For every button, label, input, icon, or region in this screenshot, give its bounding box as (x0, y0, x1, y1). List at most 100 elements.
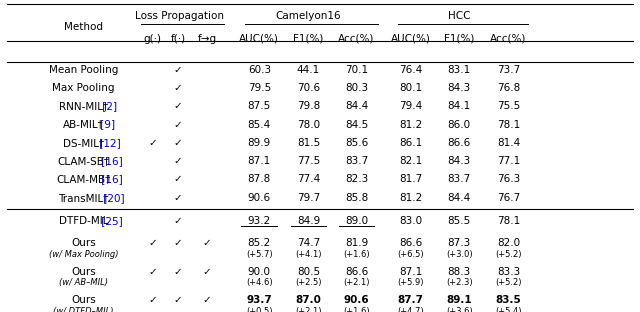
Text: g(·): g(·) (144, 34, 162, 44)
Text: 70.6: 70.6 (297, 83, 320, 93)
Text: 87.8: 87.8 (248, 174, 271, 184)
Text: 86.6: 86.6 (447, 138, 471, 148)
Text: Ours: Ours (71, 267, 96, 277)
Text: (+6.5): (+6.5) (397, 250, 424, 259)
Text: 81.9: 81.9 (345, 238, 368, 248)
Text: 85.5: 85.5 (447, 216, 471, 226)
Text: (+2.1): (+2.1) (295, 307, 322, 312)
Text: 82.0: 82.0 (497, 238, 520, 248)
Text: 87.5: 87.5 (248, 101, 271, 111)
Text: 70.1: 70.1 (345, 65, 368, 75)
Text: TransMIL†: TransMIL† (58, 193, 109, 203)
Text: ✓: ✓ (174, 238, 182, 248)
Text: 81.2: 81.2 (399, 119, 422, 129)
Text: 60.3: 60.3 (248, 65, 271, 75)
Text: ✓: ✓ (148, 295, 157, 305)
Text: HCC: HCC (448, 11, 471, 21)
Text: [12]: [12] (96, 138, 120, 148)
Text: 83.7: 83.7 (345, 156, 368, 166)
Text: (+4.6): (+4.6) (246, 279, 273, 287)
Text: 82.3: 82.3 (345, 174, 368, 184)
Text: [2]: [2] (99, 101, 117, 111)
Text: Acc(%): Acc(%) (490, 34, 527, 44)
Text: ✓: ✓ (174, 156, 182, 166)
Text: ✓: ✓ (203, 238, 211, 248)
Text: 76.8: 76.8 (497, 83, 520, 93)
Text: 80.3: 80.3 (345, 83, 368, 93)
Text: 82.1: 82.1 (399, 156, 422, 166)
Text: (+5.2): (+5.2) (495, 250, 522, 259)
Text: 77.1: 77.1 (497, 156, 520, 166)
Text: 75.5: 75.5 (497, 101, 520, 111)
Text: CLAM-SB†: CLAM-SB† (58, 156, 109, 166)
Text: ✓: ✓ (174, 193, 182, 203)
Text: ✓: ✓ (174, 101, 182, 111)
Text: 83.5: 83.5 (495, 295, 521, 305)
Text: 80.1: 80.1 (399, 83, 422, 93)
Text: (+4.7): (+4.7) (397, 307, 424, 312)
Text: 86.6: 86.6 (345, 267, 368, 277)
Text: 87.7: 87.7 (397, 295, 424, 305)
Text: 76.3: 76.3 (497, 174, 520, 184)
Text: 81.4: 81.4 (497, 138, 520, 148)
Text: Method: Method (64, 22, 103, 32)
Text: ✓: ✓ (174, 216, 182, 226)
Text: 79.5: 79.5 (248, 83, 271, 93)
Text: (+5.9): (+5.9) (397, 279, 424, 287)
Text: 77.4: 77.4 (297, 174, 320, 184)
Text: 79.4: 79.4 (399, 101, 422, 111)
Text: ✓: ✓ (174, 83, 182, 93)
Text: AUC(%): AUC(%) (239, 34, 279, 44)
Text: 84.3: 84.3 (447, 156, 471, 166)
Text: f→g: f→g (197, 34, 216, 44)
Text: 81.7: 81.7 (399, 174, 422, 184)
Text: 76.7: 76.7 (497, 193, 520, 203)
Text: DS-MIL†: DS-MIL† (63, 138, 104, 148)
Text: ✓: ✓ (203, 267, 211, 277)
Text: 84.4: 84.4 (447, 193, 471, 203)
Text: ✓: ✓ (148, 267, 157, 277)
Text: 79.7: 79.7 (297, 193, 320, 203)
Text: 87.3: 87.3 (447, 238, 471, 248)
Text: (+5.7): (+5.7) (246, 250, 273, 259)
Text: (+4.1): (+4.1) (295, 250, 322, 259)
Text: Mean Pooling: Mean Pooling (49, 65, 118, 75)
Text: [9]: [9] (97, 119, 115, 129)
Text: 83.0: 83.0 (399, 216, 422, 226)
Text: Max Pooling: Max Pooling (52, 83, 115, 93)
Text: AB-MIL†: AB-MIL† (63, 119, 104, 129)
Text: (w/ Max Pooling): (w/ Max Pooling) (49, 250, 118, 259)
Text: F1(%): F1(%) (293, 34, 324, 44)
Text: (+2.1): (+2.1) (343, 279, 370, 287)
Text: 73.7: 73.7 (497, 65, 520, 75)
Text: 89.0: 89.0 (345, 216, 368, 226)
Text: (+2.5): (+2.5) (295, 279, 322, 287)
Text: 74.7: 74.7 (297, 238, 320, 248)
Text: 86.6: 86.6 (399, 238, 422, 248)
Text: (+5.4): (+5.4) (495, 307, 522, 312)
Text: Ours: Ours (71, 238, 96, 248)
Text: AUC(%): AUC(%) (391, 34, 431, 44)
Text: (w/ DTFD–MIL): (w/ DTFD–MIL) (54, 307, 114, 312)
Text: 85.8: 85.8 (345, 193, 368, 203)
Text: 87.0: 87.0 (296, 295, 321, 305)
Text: 90.6: 90.6 (248, 193, 271, 203)
Text: [16]: [16] (98, 156, 123, 166)
Text: 44.1: 44.1 (297, 65, 320, 75)
Text: ✓: ✓ (174, 138, 182, 148)
Text: ✓: ✓ (174, 65, 182, 75)
Text: RNN-MIL†: RNN-MIL† (59, 101, 108, 111)
Text: 86.1: 86.1 (399, 138, 422, 148)
Text: 93.7: 93.7 (246, 295, 272, 305)
Text: ✓: ✓ (174, 295, 182, 305)
Text: 84.4: 84.4 (345, 101, 368, 111)
Text: 80.5: 80.5 (297, 267, 320, 277)
Text: 78.0: 78.0 (297, 119, 320, 129)
Text: 79.8: 79.8 (297, 101, 320, 111)
Text: [25]: [25] (98, 216, 123, 226)
Text: 76.4: 76.4 (399, 65, 422, 75)
Text: (w/ AB–MIL): (w/ AB–MIL) (60, 279, 108, 287)
Text: 93.2: 93.2 (248, 216, 271, 226)
Text: 87.1: 87.1 (248, 156, 271, 166)
Text: 90.0: 90.0 (248, 267, 271, 277)
